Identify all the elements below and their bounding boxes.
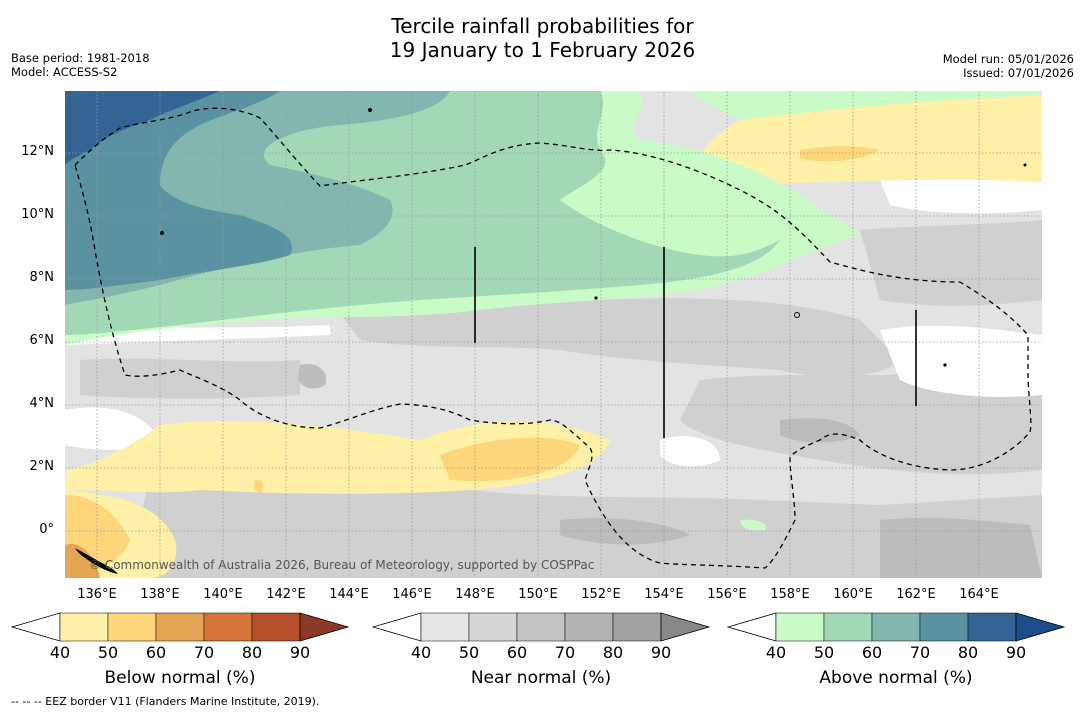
lon-label: 136°E (77, 587, 117, 602)
colorbar-segment (420, 612, 470, 642)
model-run: Model run: 05/01/2026 (942, 52, 1074, 66)
base-period: Base period: 1981-2018 (11, 51, 150, 65)
colorbar-segment (203, 612, 253, 642)
colorbar-min-extend (371, 612, 422, 642)
colorbars (10, 612, 1066, 642)
colorbar-max-extend (1015, 612, 1066, 642)
colorbar-tick-label: 80 (241, 643, 263, 662)
colorbar-tick-label: 60 (506, 643, 528, 662)
colorbar-segment (612, 612, 662, 642)
colorbar-tick-label: 50 (458, 643, 480, 662)
below-normal-label: Below normal (%) (104, 668, 256, 688)
lon-label: 146°E (392, 587, 432, 602)
title-line-1: Tercile rainfall probabilities for (391, 14, 694, 38)
colorbar-segment (919, 612, 969, 642)
graticule (65, 91, 1042, 578)
lon-label: 138°E (140, 587, 180, 602)
lon-label: 162°E (896, 587, 936, 602)
lon-label: 152°E (581, 587, 621, 602)
model-name: Model: ACCESS-S2 (11, 65, 118, 79)
colorbar-tick-label: 50 (97, 643, 119, 662)
colorbar-segment (468, 612, 518, 642)
eez-border (74, 107, 1032, 569)
colorbar-segment (823, 612, 873, 642)
near-normal-label: Near normal (%) (470, 668, 612, 688)
lon-label: 140°E (203, 587, 243, 602)
colorbar-above-normal (726, 612, 1066, 642)
colorbar-below-normal (10, 612, 350, 642)
colorbar-tick-label: 90 (1005, 643, 1027, 662)
meta-right: Model run: 05/01/2026 Issued: 07/01/2026 (943, 52, 1074, 80)
issued-date: Issued: 07/01/2026 (963, 66, 1074, 80)
lat-label: 6°N (29, 333, 55, 348)
colorbar-max-extend (299, 612, 350, 642)
colorbar-segment (564, 612, 614, 642)
colorbar-tick-label: 80 (957, 643, 979, 662)
colorbar-near-normal (371, 612, 711, 642)
title-line-2: 19 January to 1 February 2026 (389, 38, 696, 62)
colorbar-tick-label: 70 (909, 643, 931, 662)
lat-label: 8°N (29, 270, 55, 285)
colorbar-tick-label: 60 (145, 643, 167, 662)
map-title: Tercile rainfall probabilities for 19 Ja… (0, 14, 1085, 62)
colorbar-segment (155, 612, 205, 642)
colorbar-segment (871, 612, 921, 642)
colorbar-tick-label: 50 (813, 643, 835, 662)
lat-label: 10°N (21, 207, 54, 222)
colorbar-segment (775, 612, 825, 642)
colorbar-segment (967, 612, 1017, 642)
colorbar-tick-label: 40 (765, 643, 787, 662)
lat-label: 2°N (29, 459, 55, 474)
colorbar-segment (107, 612, 157, 642)
colorbar-tick-label: 70 (554, 643, 576, 662)
copyright-notice: © Commonwealth of Australia 2026, Bureau… (89, 558, 595, 572)
eez-footnote: -- -- -- EEZ border V11 (Flanders Marine… (11, 695, 320, 708)
above-normal-label: Above normal (%) (819, 668, 973, 688)
lon-label: 160°E (833, 587, 873, 602)
colorbar-tick-label: 70 (193, 643, 215, 662)
colorbar-tick-label: 90 (289, 643, 311, 662)
colorbar-max-extend (660, 612, 711, 642)
colorbar-tick-label: 90 (650, 643, 672, 662)
lon-label: 156°E (707, 587, 747, 602)
lon-label: 144°E (329, 587, 369, 602)
colorbar-min-extend (726, 612, 777, 642)
below-normal-60-region (65, 544, 100, 578)
lon-label: 164°E (959, 587, 999, 602)
lon-label: 154°E (644, 587, 684, 602)
colorbar-tick-label: 40 (49, 643, 71, 662)
lat-label: 12°N (21, 144, 54, 159)
colorbar-segment (516, 612, 566, 642)
lon-label: 158°E (770, 587, 810, 602)
colorbar-tick-label: 60 (861, 643, 883, 662)
colorbar-tick-label: 40 (410, 643, 432, 662)
boundary-lines (474, 247, 917, 438)
lon-label: 148°E (455, 587, 495, 602)
colorbar-tick-label: 80 (602, 643, 624, 662)
lon-label: 150°E (518, 587, 558, 602)
colorbar-segment (251, 612, 301, 642)
island-markers (75, 108, 1027, 574)
lon-label: 142°E (266, 587, 306, 602)
colorbar-segment (59, 612, 109, 642)
lat-label: 0° (39, 522, 54, 537)
lat-label: 4°N (29, 396, 55, 411)
meta-left: Base period: 1981-2018 Model: ACCESS-S2 (11, 51, 150, 79)
colorbar-min-extend (10, 612, 61, 642)
